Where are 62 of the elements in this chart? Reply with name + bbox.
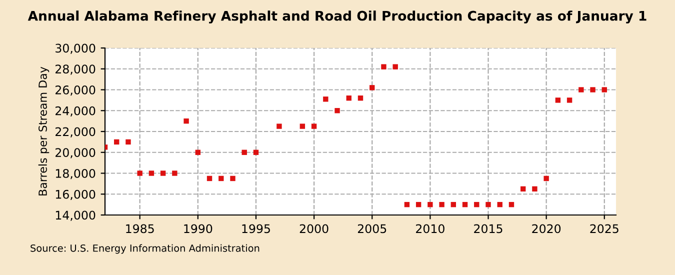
point xyxy=(497,202,502,208)
x-tick-label: 2010 xyxy=(416,224,444,234)
y-tick-label: 14,000 xyxy=(56,210,96,221)
point xyxy=(370,85,375,90)
point xyxy=(439,202,444,208)
x-tick-label: 2000 xyxy=(300,224,328,234)
y-tick-label: 22,000 xyxy=(56,127,96,138)
y-tick-label: 26,000 xyxy=(56,85,96,96)
y-tick-label: 24,000 xyxy=(56,106,96,116)
x-tick-label: 2005 xyxy=(358,224,386,234)
point xyxy=(300,124,306,129)
point xyxy=(218,176,224,182)
point xyxy=(404,202,410,208)
chart-title: Annual Alabama Refinery Asphalt and Road Oil Production Capacity as of January 1 xyxy=(28,10,646,24)
x-tick-label: 2020 xyxy=(532,224,561,234)
point xyxy=(184,118,189,124)
point xyxy=(276,124,282,129)
point xyxy=(590,87,596,92)
point xyxy=(392,64,398,70)
point xyxy=(602,87,607,92)
point xyxy=(334,108,340,114)
y-tick-label: 30,000 xyxy=(56,44,96,54)
point xyxy=(416,202,422,208)
point xyxy=(544,176,549,182)
point xyxy=(532,186,538,192)
point xyxy=(148,170,154,176)
point xyxy=(578,87,584,92)
point xyxy=(520,186,526,192)
point xyxy=(195,150,201,155)
point xyxy=(242,150,247,155)
point xyxy=(172,170,178,176)
x-tick-label: 1995 xyxy=(242,224,270,234)
point xyxy=(253,150,259,155)
source-note: Source: U.S. Energy Information Administration xyxy=(30,244,260,254)
point xyxy=(508,202,514,208)
point xyxy=(486,202,491,208)
x-tick-label: 1985 xyxy=(126,224,154,234)
point xyxy=(450,202,456,208)
point xyxy=(346,96,352,101)
point xyxy=(555,98,561,103)
point xyxy=(160,170,166,176)
x-tick-label: 2025 xyxy=(590,224,618,234)
y-axis-title: Barrels per Stream Day xyxy=(38,66,50,196)
point xyxy=(358,96,364,101)
point xyxy=(428,202,433,208)
point xyxy=(311,124,317,129)
point xyxy=(126,139,131,145)
y-tick-label: 28,000 xyxy=(56,64,96,75)
point xyxy=(381,64,386,70)
y-tick-label: 20,000 xyxy=(56,148,96,158)
point xyxy=(323,96,328,102)
point xyxy=(474,202,480,208)
point xyxy=(566,98,572,103)
x-tick-label: 1990 xyxy=(184,224,212,234)
point xyxy=(206,176,212,182)
x-tick-label: 2015 xyxy=(474,224,502,234)
y-tick-label: 18,000 xyxy=(56,168,96,180)
point xyxy=(137,170,142,176)
point xyxy=(114,139,120,145)
point xyxy=(462,202,468,208)
y-tick-label: 16,000 xyxy=(56,190,96,200)
point xyxy=(230,176,236,182)
